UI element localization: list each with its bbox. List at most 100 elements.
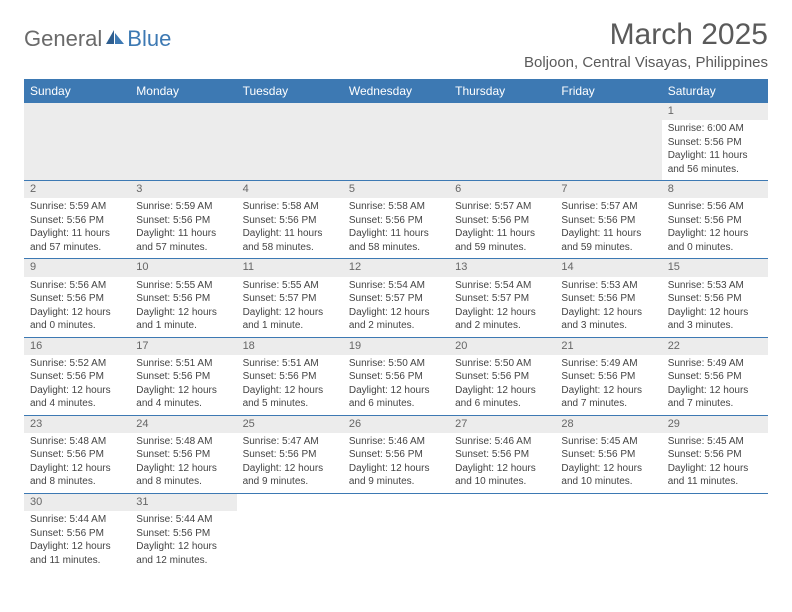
day-number: 28 [555,416,661,433]
day-details: Sunrise: 5:57 AMSunset: 5:56 PMDaylight:… [449,198,555,258]
sunset-line: Sunset: 5:56 PM [243,448,337,462]
daylight-line: Daylight: 12 hours and 1 minute. [136,306,230,333]
sunrise-line: Sunrise: 5:47 AM [243,435,337,449]
sunset-line: Sunset: 5:56 PM [561,292,655,306]
day-details: Sunrise: 5:58 AMSunset: 5:56 PMDaylight:… [237,198,343,258]
calendar-empty [24,103,130,181]
calendar-day: 4Sunrise: 5:58 AMSunset: 5:56 PMDaylight… [237,181,343,259]
sunrise-line: Sunrise: 5:54 AM [349,279,443,293]
calendar-day: 3Sunrise: 5:59 AMSunset: 5:56 PMDaylight… [130,181,236,259]
day-number: 19 [343,338,449,355]
sunrise-line: Sunrise: 5:58 AM [243,200,337,214]
daylight-line: Daylight: 12 hours and 0 minutes. [30,306,124,333]
daylight-line: Daylight: 12 hours and 2 minutes. [455,306,549,333]
calendar-day: 25Sunrise: 5:47 AMSunset: 5:56 PMDayligh… [237,415,343,493]
daylight-line: Daylight: 11 hours and 59 minutes. [561,227,655,254]
day-number: 8 [662,181,768,198]
calendar-week: 1Sunrise: 6:00 AMSunset: 5:56 PMDaylight… [24,103,768,181]
daylight-line: Daylight: 12 hours and 7 minutes. [561,384,655,411]
day-details: Sunrise: 6:00 AMSunset: 5:56 PMDaylight:… [662,120,768,180]
sunset-line: Sunset: 5:56 PM [668,136,762,150]
calendar-day: 8Sunrise: 5:56 AMSunset: 5:56 PMDaylight… [662,181,768,259]
day-number: 16 [24,338,130,355]
sunset-line: Sunset: 5:56 PM [30,370,124,384]
sunset-line: Sunset: 5:56 PM [243,214,337,228]
sunset-line: Sunset: 5:56 PM [30,527,124,541]
calendar-day: 6Sunrise: 5:57 AMSunset: 5:56 PMDaylight… [449,181,555,259]
logo-sail-icon [104,26,126,52]
day-details: Sunrise: 5:53 AMSunset: 5:56 PMDaylight:… [662,277,768,337]
sunrise-line: Sunrise: 5:53 AM [668,279,762,293]
calendar-day: 14Sunrise: 5:53 AMSunset: 5:56 PMDayligh… [555,259,661,337]
sunset-line: Sunset: 5:57 PM [349,292,443,306]
sunset-line: Sunset: 5:56 PM [668,448,762,462]
sunrise-line: Sunrise: 5:44 AM [136,513,230,527]
daylight-line: Daylight: 12 hours and 4 minutes. [136,384,230,411]
logo: General Blue [24,18,171,52]
day-header-row: SundayMondayTuesdayWednesdayThursdayFrid… [24,79,768,103]
day-number: 10 [130,259,236,276]
day-header: Tuesday [237,79,343,103]
daylight-line: Daylight: 12 hours and 4 minutes. [30,384,124,411]
sunrise-line: Sunrise: 5:45 AM [668,435,762,449]
sunset-line: Sunset: 5:56 PM [136,370,230,384]
day-details: Sunrise: 5:57 AMSunset: 5:56 PMDaylight:… [555,198,661,258]
day-number: 25 [237,416,343,433]
day-number: 20 [449,338,555,355]
calendar-day: 9Sunrise: 5:56 AMSunset: 5:56 PMDaylight… [24,259,130,337]
daylight-line: Daylight: 11 hours and 58 minutes. [243,227,337,254]
calendar: SundayMondayTuesdayWednesdayThursdayFrid… [24,79,768,571]
calendar-week: 23Sunrise: 5:48 AMSunset: 5:56 PMDayligh… [24,415,768,493]
day-details: Sunrise: 5:48 AMSunset: 5:56 PMDaylight:… [130,433,236,493]
sunrise-line: Sunrise: 5:49 AM [668,357,762,371]
sunset-line: Sunset: 5:56 PM [349,214,443,228]
daylight-line: Daylight: 12 hours and 6 minutes. [455,384,549,411]
daylight-line: Daylight: 11 hours and 57 minutes. [30,227,124,254]
day-details: Sunrise: 5:53 AMSunset: 5:56 PMDaylight:… [555,277,661,337]
daylight-line: Daylight: 12 hours and 3 minutes. [561,306,655,333]
calendar-empty [130,103,236,181]
sunrise-line: Sunrise: 5:51 AM [136,357,230,371]
day-details: Sunrise: 5:45 AMSunset: 5:56 PMDaylight:… [555,433,661,493]
day-details: Sunrise: 5:46 AMSunset: 5:56 PMDaylight:… [449,433,555,493]
sunrise-line: Sunrise: 5:51 AM [243,357,337,371]
day-number: 4 [237,181,343,198]
calendar-day: 22Sunrise: 5:49 AMSunset: 5:56 PMDayligh… [662,337,768,415]
daylight-line: Daylight: 11 hours and 57 minutes. [136,227,230,254]
calendar-empty [555,493,661,571]
day-details: Sunrise: 5:50 AMSunset: 5:56 PMDaylight:… [343,355,449,415]
daylight-line: Daylight: 12 hours and 5 minutes. [243,384,337,411]
sunset-line: Sunset: 5:56 PM [561,214,655,228]
sunset-line: Sunset: 5:57 PM [455,292,549,306]
sunrise-line: Sunrise: 5:53 AM [561,279,655,293]
daylight-line: Daylight: 12 hours and 11 minutes. [668,462,762,489]
calendar-empty [449,493,555,571]
calendar-day: 26Sunrise: 5:46 AMSunset: 5:56 PMDayligh… [343,415,449,493]
sunrise-line: Sunrise: 5:52 AM [30,357,124,371]
daylight-line: Daylight: 12 hours and 11 minutes. [30,540,124,567]
day-number: 23 [24,416,130,433]
calendar-empty [555,103,661,181]
day-number: 27 [449,416,555,433]
day-number: 3 [130,181,236,198]
calendar-day: 23Sunrise: 5:48 AMSunset: 5:56 PMDayligh… [24,415,130,493]
sunrise-line: Sunrise: 6:00 AM [668,122,762,136]
calendar-week: 2Sunrise: 5:59 AMSunset: 5:56 PMDaylight… [24,181,768,259]
calendar-day: 30Sunrise: 5:44 AMSunset: 5:56 PMDayligh… [24,493,130,571]
calendar-week: 16Sunrise: 5:52 AMSunset: 5:56 PMDayligh… [24,337,768,415]
calendar-week: 30Sunrise: 5:44 AMSunset: 5:56 PMDayligh… [24,493,768,571]
daylight-line: Daylight: 12 hours and 8 minutes. [136,462,230,489]
calendar-day: 12Sunrise: 5:54 AMSunset: 5:57 PMDayligh… [343,259,449,337]
day-number: 15 [662,259,768,276]
day-details: Sunrise: 5:50 AMSunset: 5:56 PMDaylight:… [449,355,555,415]
sunset-line: Sunset: 5:56 PM [136,527,230,541]
daylight-line: Daylight: 12 hours and 1 minute. [243,306,337,333]
day-details: Sunrise: 5:59 AMSunset: 5:56 PMDaylight:… [24,198,130,258]
calendar-day: 11Sunrise: 5:55 AMSunset: 5:57 PMDayligh… [237,259,343,337]
sunrise-line: Sunrise: 5:55 AM [243,279,337,293]
day-number: 7 [555,181,661,198]
day-number: 21 [555,338,661,355]
header: General Blue March 2025 Boljoon, Central… [24,18,768,71]
sunrise-line: Sunrise: 5:50 AM [349,357,443,371]
day-details: Sunrise: 5:49 AMSunset: 5:56 PMDaylight:… [662,355,768,415]
